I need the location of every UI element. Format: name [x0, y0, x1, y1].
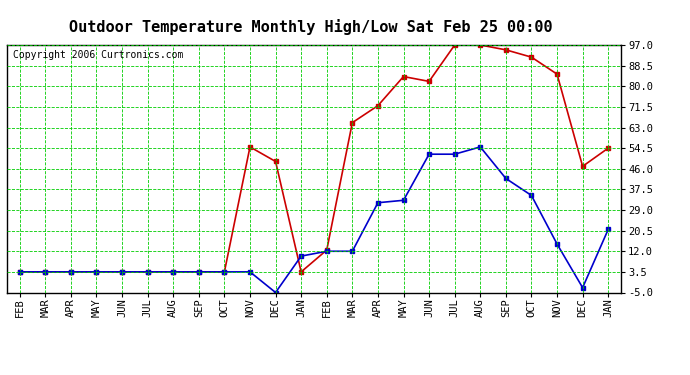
Text: Copyright 2006 Curtronics.com: Copyright 2006 Curtronics.com	[13, 50, 184, 60]
Text: Outdoor Temperature Monthly High/Low Sat Feb 25 00:00: Outdoor Temperature Monthly High/Low Sat…	[69, 19, 552, 35]
